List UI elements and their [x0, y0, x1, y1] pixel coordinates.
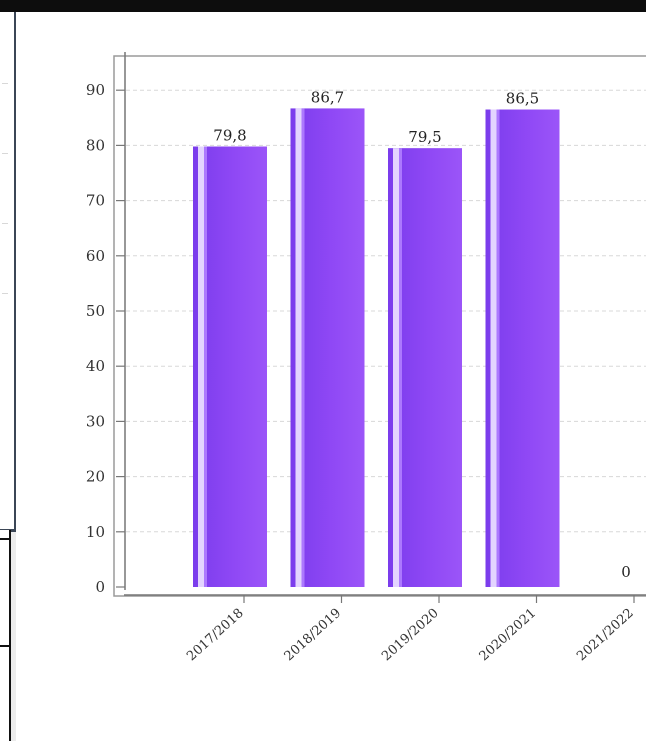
- x-category-label: 2021/2022: [574, 606, 636, 664]
- x-category-label: 2019/2020: [379, 606, 441, 664]
- left-table-frame: [0, 530, 11, 741]
- y-tick-label: 0: [95, 578, 105, 596]
- bar-value-label: 86,5: [506, 90, 539, 108]
- bar-shade: [399, 148, 402, 587]
- popup-window: [0, 0, 17, 532]
- bar-highlight: [198, 146, 204, 587]
- bar-highlight: [490, 109, 497, 588]
- bar-value-label: 86,7: [311, 88, 344, 106]
- x-category-label: 2018/2019: [282, 606, 344, 664]
- y-tick-label: 30: [86, 412, 105, 430]
- x-category-label: 2020/2021: [477, 606, 539, 664]
- bar-value-label: 79,5: [408, 128, 441, 146]
- bar-highlight: [295, 108, 302, 587]
- bar-chart: 79,8 2017/2018 86,7 2018/2019 79,5 2019/2020 8…: [86, 52, 646, 664]
- bar-value-label: 79,8: [213, 127, 246, 145]
- bar-highlight: [393, 148, 399, 587]
- y-tick-label: 40: [86, 357, 105, 375]
- y-tick-label: 50: [86, 302, 105, 320]
- top-bar: [0, 0, 646, 12]
- popup-ghost-line: [2, 83, 8, 84]
- plot-frame: [113, 55, 646, 597]
- y-tick-label: 60: [86, 247, 105, 265]
- bar-value-label: 0: [621, 563, 631, 581]
- y-tick-label: 10: [86, 523, 105, 541]
- bar-shade: [204, 146, 207, 587]
- chart-panel: 79,8 2017/2018 86,7 2018/2019 79,5 2019/2020 8…: [16, 12, 646, 741]
- y-tick-label: 70: [86, 192, 105, 210]
- bar-shade: [301, 108, 305, 587]
- table-rule: [0, 538, 9, 540]
- popup-ghost-line: [2, 223, 8, 224]
- table-rule: [0, 645, 9, 647]
- y-tick-label: 80: [86, 136, 105, 154]
- y-tick-label: 20: [86, 468, 105, 486]
- y-tick-label: 90: [86, 81, 105, 99]
- bar-shade: [496, 109, 500, 588]
- popup-ghost-line: [2, 153, 8, 154]
- popup-ghost-line: [2, 293, 8, 294]
- x-category-label: 2017/2018: [184, 606, 246, 664]
